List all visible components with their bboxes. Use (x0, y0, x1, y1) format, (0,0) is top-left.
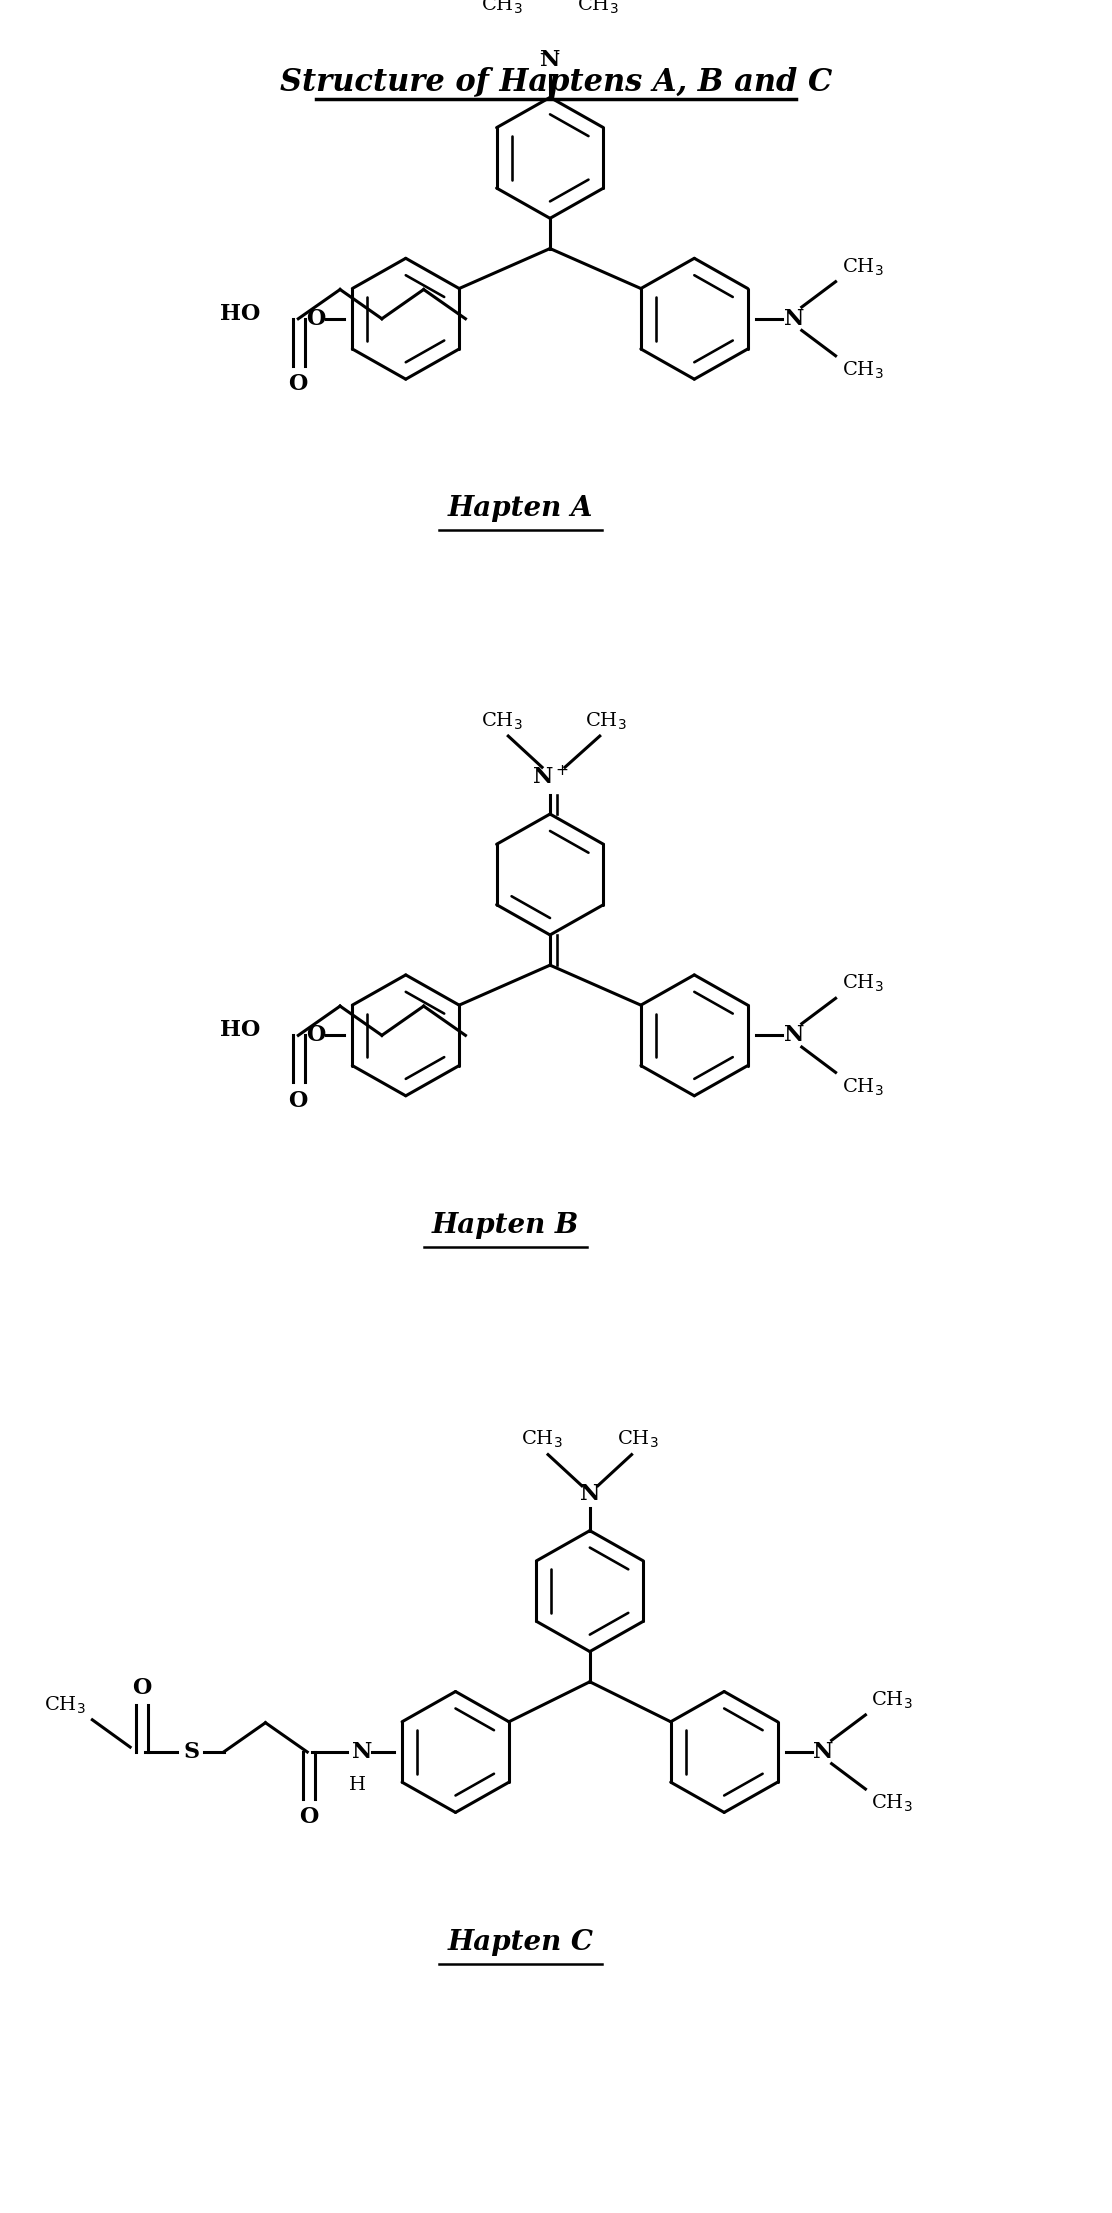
Text: O: O (132, 1677, 151, 1700)
Text: O: O (307, 1025, 326, 1047)
Text: N$^+$: N$^+$ (532, 766, 568, 788)
Text: CH$_3$: CH$_3$ (842, 361, 883, 381)
Text: CH$_3$: CH$_3$ (842, 257, 883, 279)
Text: H: H (348, 1777, 366, 1795)
Text: O: O (289, 374, 308, 396)
Text: CH$_3$: CH$_3$ (43, 1695, 86, 1715)
Text: N: N (784, 1025, 804, 1047)
Text: N: N (539, 49, 560, 71)
Text: CH$_3$: CH$_3$ (617, 1427, 658, 1450)
Text: Hapten A: Hapten A (447, 496, 593, 522)
Text: N: N (784, 308, 804, 330)
Text: Hapten B: Hapten B (431, 1213, 579, 1239)
Text: CH$_3$: CH$_3$ (842, 1076, 883, 1098)
Text: O: O (299, 1806, 319, 1828)
Text: CH$_3$: CH$_3$ (481, 0, 523, 15)
Text: CH$_3$: CH$_3$ (577, 0, 618, 15)
Text: HO: HO (220, 1020, 260, 1042)
Text: O: O (307, 308, 326, 330)
Text: N: N (351, 1742, 373, 1764)
Text: CH$_3$: CH$_3$ (842, 974, 883, 994)
Text: N: N (814, 1742, 834, 1764)
Text: S: S (183, 1742, 200, 1764)
Text: CH$_3$: CH$_3$ (522, 1427, 563, 1450)
Text: Structure of Haptens A, B and C: Structure of Haptens A, B and C (280, 66, 832, 97)
Text: CH$_3$: CH$_3$ (872, 1793, 913, 1815)
Text: CH$_3$: CH$_3$ (872, 1691, 913, 1711)
Text: N: N (579, 1483, 600, 1505)
Text: Hapten C: Hapten C (447, 1928, 593, 1956)
Text: CH$_3$: CH$_3$ (481, 710, 523, 733)
Text: O: O (289, 1091, 308, 1111)
Text: HO: HO (220, 303, 260, 325)
Text: CH$_3$: CH$_3$ (585, 710, 626, 733)
